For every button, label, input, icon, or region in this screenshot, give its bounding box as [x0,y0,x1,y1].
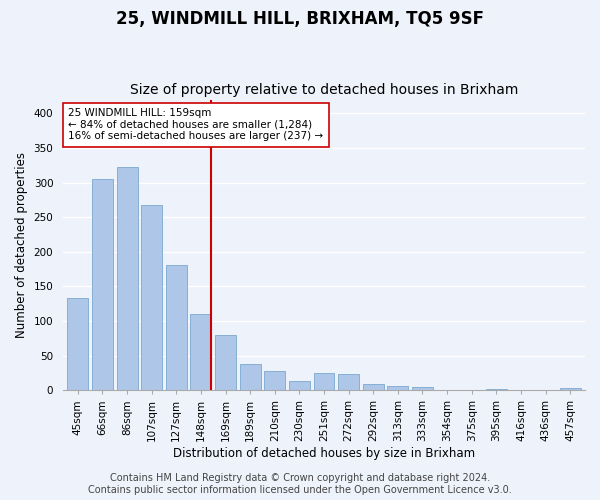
Bar [338,374,359,390]
Bar [166,265,187,390]
X-axis label: Distribution of detached houses by size in Brixham: Distribution of detached houses by size … [173,447,475,460]
Bar [67,298,88,390]
Bar [486,389,507,390]
Bar [215,335,236,390]
Bar [363,384,384,390]
Bar [314,373,334,390]
Text: 25 WINDMILL HILL: 159sqm
← 84% of detached houses are smaller (1,284)
16% of sem: 25 WINDMILL HILL: 159sqm ← 84% of detach… [68,108,323,142]
Bar [92,179,113,390]
Bar [265,371,285,390]
Bar [116,168,137,390]
Bar [190,314,211,390]
Bar [141,205,162,390]
Text: Contains HM Land Registry data © Crown copyright and database right 2024.
Contai: Contains HM Land Registry data © Crown c… [88,474,512,495]
Y-axis label: Number of detached properties: Number of detached properties [15,152,28,338]
Bar [412,387,433,390]
Title: Size of property relative to detached houses in Brixham: Size of property relative to detached ho… [130,83,518,97]
Text: 25, WINDMILL HILL, BRIXHAM, TQ5 9SF: 25, WINDMILL HILL, BRIXHAM, TQ5 9SF [116,10,484,28]
Bar [289,380,310,390]
Bar [239,364,260,390]
Bar [388,386,409,390]
Bar [560,388,581,390]
